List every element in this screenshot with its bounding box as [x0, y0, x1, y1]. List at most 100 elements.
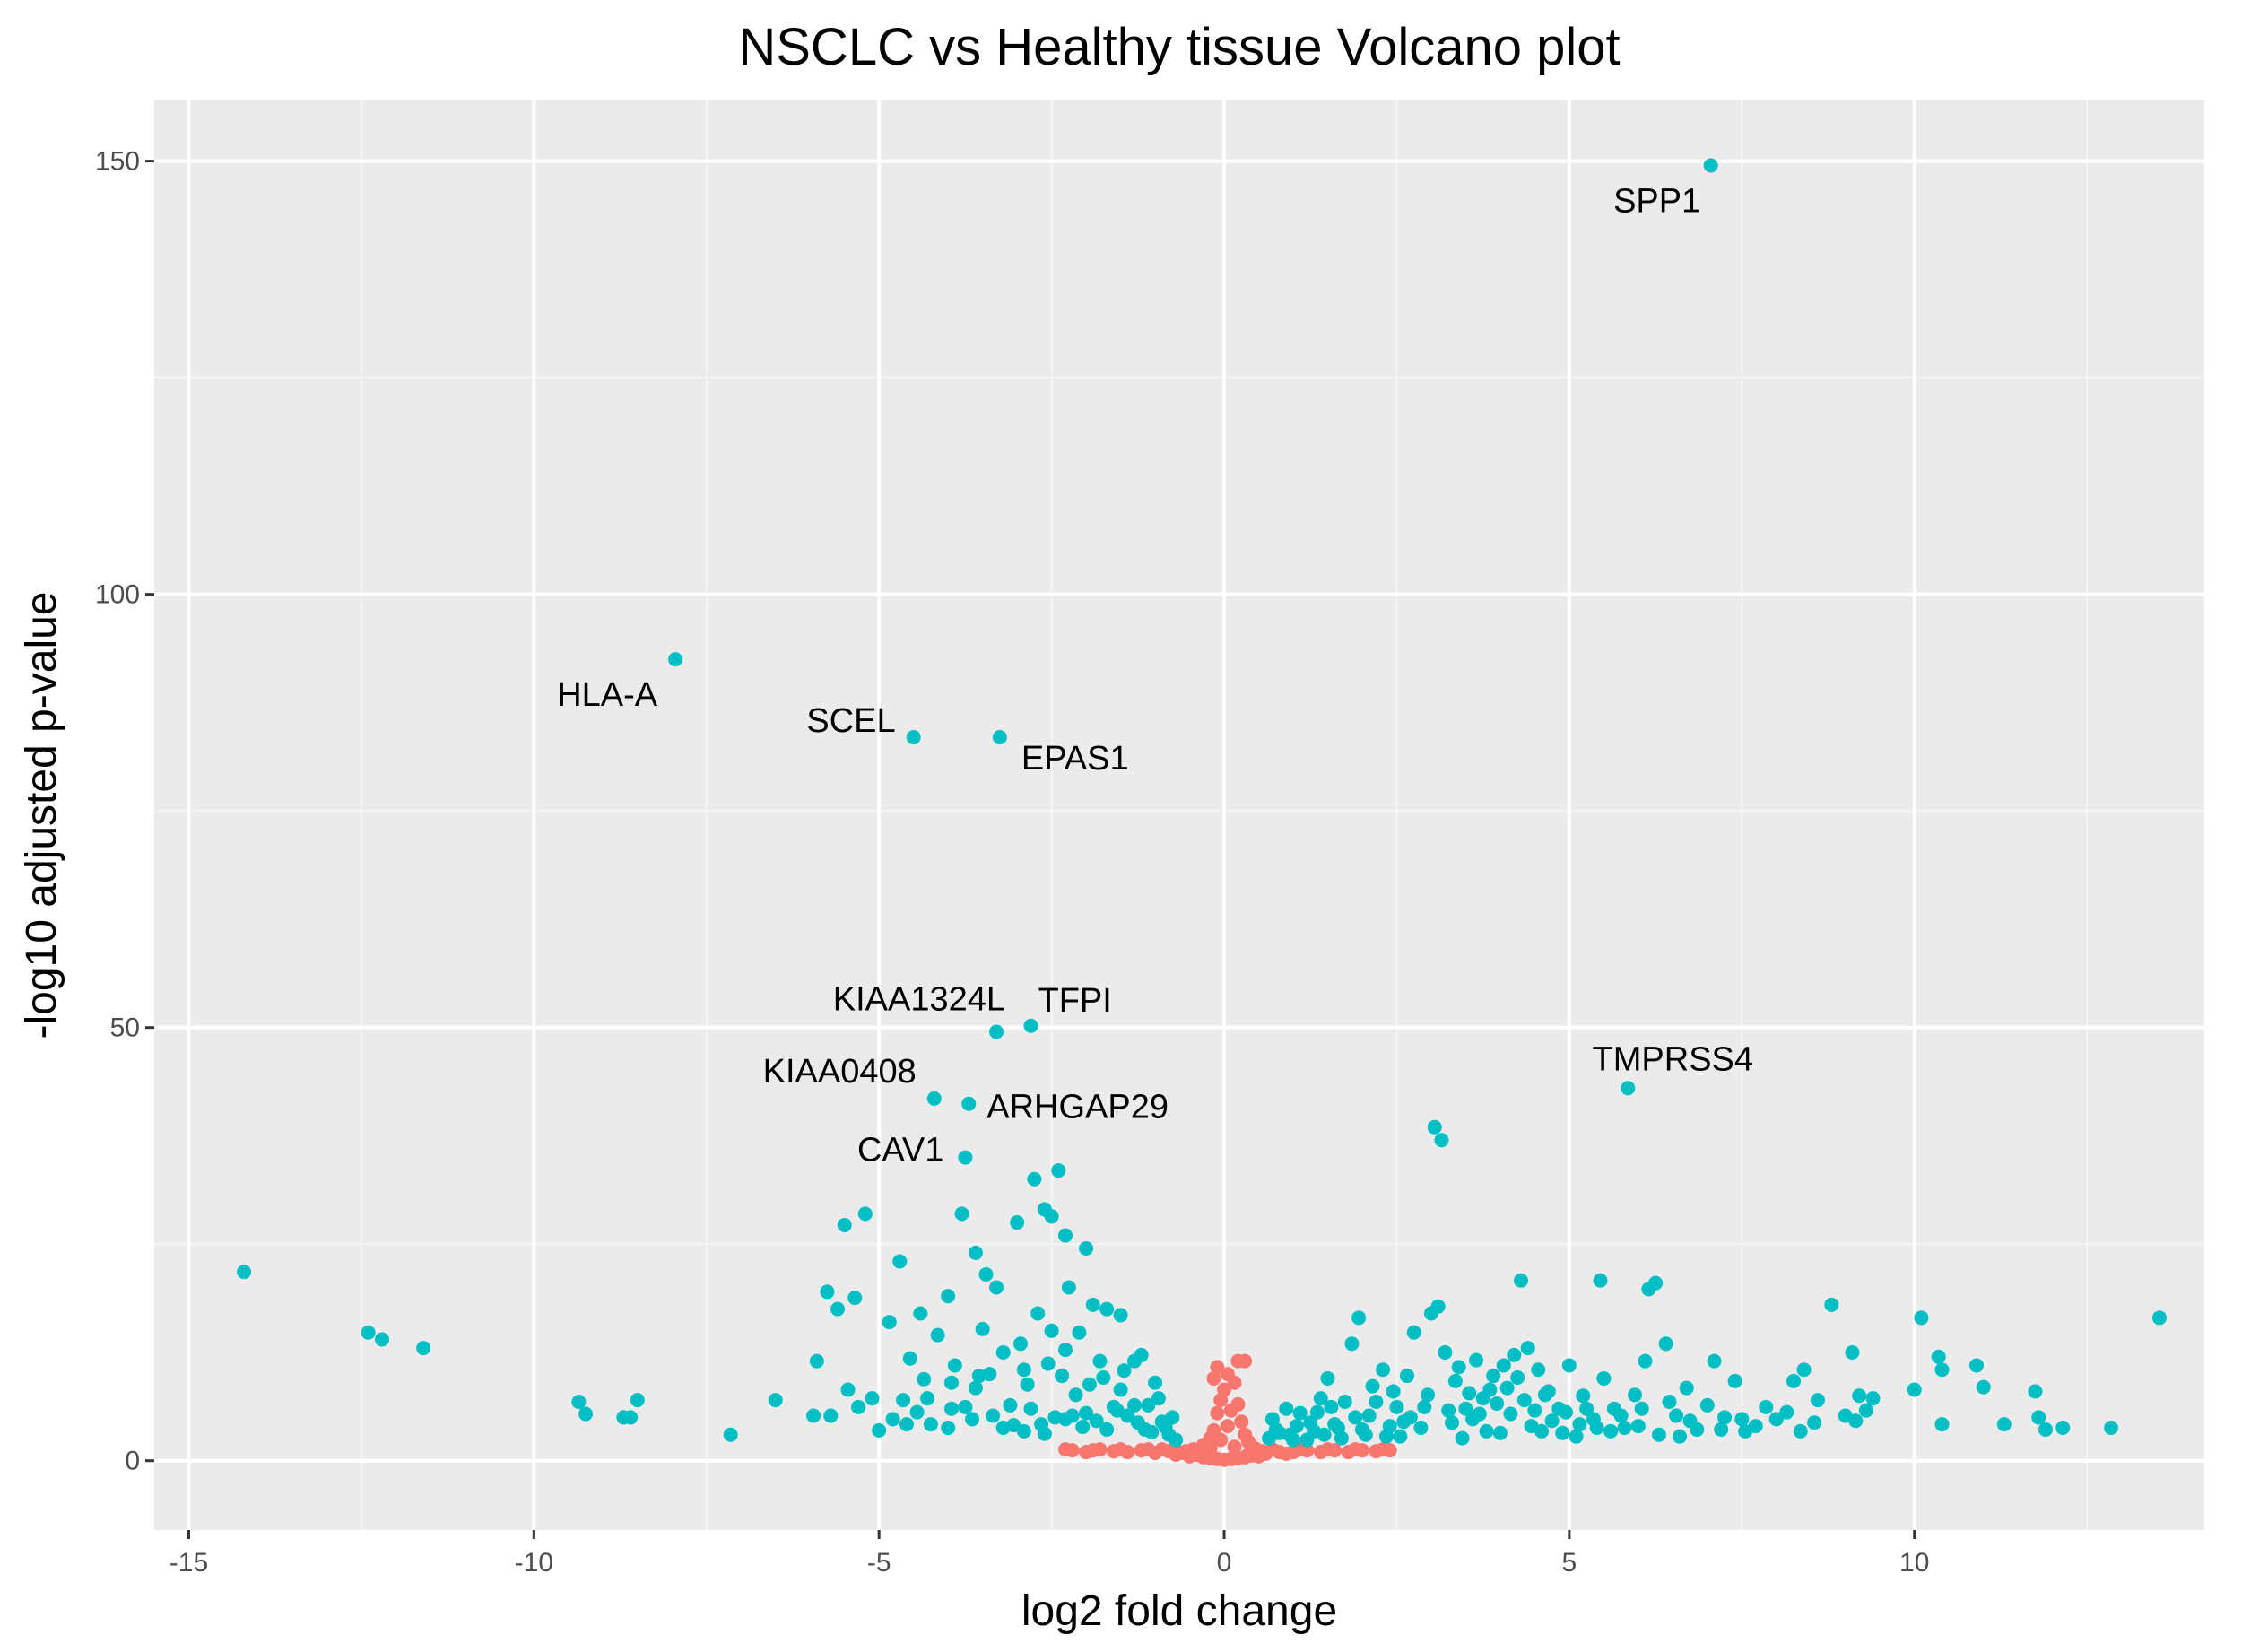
significant-point: [1376, 1362, 1391, 1378]
significant-point: [1544, 1413, 1560, 1429]
significant-point: [944, 1401, 959, 1416]
nonsignificant-point: [1213, 1432, 1229, 1448]
labeled-point: [1621, 1081, 1636, 1096]
nonsignificant-point: [1217, 1382, 1232, 1397]
significant-point: [968, 1380, 983, 1396]
significant-point: [1520, 1341, 1535, 1356]
nonsignificant-point: [1348, 1442, 1363, 1457]
significant-point: [1679, 1380, 1694, 1396]
x-tick-label: 10: [1899, 1548, 1929, 1578]
labeled-point: [926, 1091, 942, 1106]
chart-title: NSCLC vs Healthy tissue Volcano plot: [738, 18, 1620, 76]
x-tick-label: 0: [1217, 1548, 1232, 1578]
significant-point: [1351, 1310, 1367, 1326]
significant-point: [1365, 1378, 1380, 1394]
gene-label: TMPRSS4: [1593, 1040, 1753, 1078]
significant-point: [1596, 1370, 1612, 1386]
significant-point: [1634, 1401, 1649, 1416]
gene-label: TFPI: [1038, 982, 1112, 1020]
significant-point: [1651, 1427, 1666, 1442]
x-tick-label: -5: [867, 1548, 891, 1578]
labeled-point: [668, 652, 683, 667]
significant-point: [361, 1325, 376, 1340]
nonsignificant-point: [1227, 1375, 1242, 1390]
significant-point: [823, 1408, 839, 1423]
y-axis-ticks: 0 50 100 150: [95, 147, 154, 1476]
significant-point: [1810, 1393, 1825, 1408]
significant-point: [571, 1395, 587, 1410]
nonsignificant-point: [1203, 1441, 1218, 1456]
significant-point: [923, 1417, 938, 1432]
significant-point: [1727, 1373, 1742, 1388]
major-gridlines: [154, 100, 2204, 1530]
labeled-point: [1703, 158, 1718, 173]
significant-point: [1148, 1375, 1163, 1390]
significant-point: [1303, 1415, 1318, 1430]
significant-point: [1682, 1413, 1698, 1429]
significant-point: [1068, 1387, 1083, 1403]
significant-point: [1796, 1362, 1812, 1378]
significant-point: [1051, 1163, 1066, 1178]
significant-point: [1113, 1308, 1128, 1323]
significant-point: [947, 1358, 962, 1373]
significant-point: [1934, 1417, 1950, 1432]
gene-label: SPP1: [1613, 182, 1700, 220]
significant-point: [1040, 1356, 1056, 1371]
significant-point: [1075, 1420, 1091, 1435]
significant-point: [2055, 1421, 2071, 1436]
significant-point: [1438, 1344, 1453, 1360]
nonsignificant-point: [1193, 1448, 1208, 1463]
significant-point: [1016, 1362, 1031, 1378]
significant-point: [1334, 1430, 1349, 1446]
significant-point: [1499, 1380, 1515, 1396]
significant-point: [1613, 1408, 1629, 1423]
significant-point: [941, 1289, 956, 1304]
significant-point: [1413, 1421, 1429, 1436]
significant-point: [1848, 1413, 1864, 1429]
significant-point: [1421, 1387, 1436, 1403]
y-axis-title: -log10 adjusted p-value: [18, 591, 65, 1039]
plot-panel: [154, 100, 2204, 1530]
significant-point: [1151, 1391, 1166, 1406]
significant-point: [1282, 1427, 1298, 1442]
labeled-point: [958, 1150, 973, 1165]
significant-point: [1768, 1412, 1784, 1427]
significant-point: [1089, 1413, 1104, 1429]
significant-point: [1361, 1408, 1377, 1423]
significant-point: [1603, 1423, 1619, 1439]
significant-point: [1030, 1306, 1046, 1321]
significant-point: [1447, 1373, 1463, 1388]
gene-label: EPAS1: [1021, 740, 1129, 778]
significant-point: [1141, 1397, 1156, 1413]
significant-point: [1058, 1228, 1073, 1243]
significant-point: [1673, 1429, 1688, 1444]
significant-point: [809, 1353, 824, 1369]
significant-point: [1344, 1336, 1360, 1352]
significant-point: [1378, 1429, 1394, 1444]
significant-point: [1503, 1406, 1518, 1422]
significant-point: [944, 1375, 959, 1390]
significant-point: [1006, 1418, 1021, 1433]
significant-point: [885, 1412, 900, 1427]
labeled-point: [961, 1096, 977, 1111]
significant-point: [1117, 1363, 1132, 1378]
significant-point: [1707, 1353, 1722, 1369]
significant-point: [1324, 1399, 1339, 1414]
significant-point: [1279, 1401, 1294, 1416]
significant-point: [1482, 1382, 1498, 1397]
significant-point: [840, 1382, 856, 1397]
significant-point: [1852, 1388, 1867, 1404]
nonsignificant-point: [1279, 1446, 1294, 1461]
significant-point: [1593, 1273, 1608, 1288]
significant-point: [930, 1327, 945, 1343]
significant-point: [1662, 1395, 1677, 1410]
nonsignificant-point: [1058, 1442, 1073, 1457]
x-tick-label: -15: [169, 1548, 208, 1578]
significant-point: [1779, 1404, 1794, 1420]
gene-labels: SPP1 HLA-A SCEL EPAS1 KIAA1324L TFPI KIAA0408 A…: [557, 182, 1753, 1169]
significant-point: [941, 1421, 956, 1436]
significant-point: [1510, 1369, 1525, 1385]
significant-point: [913, 1306, 928, 1321]
significant-point: [1299, 1432, 1315, 1448]
